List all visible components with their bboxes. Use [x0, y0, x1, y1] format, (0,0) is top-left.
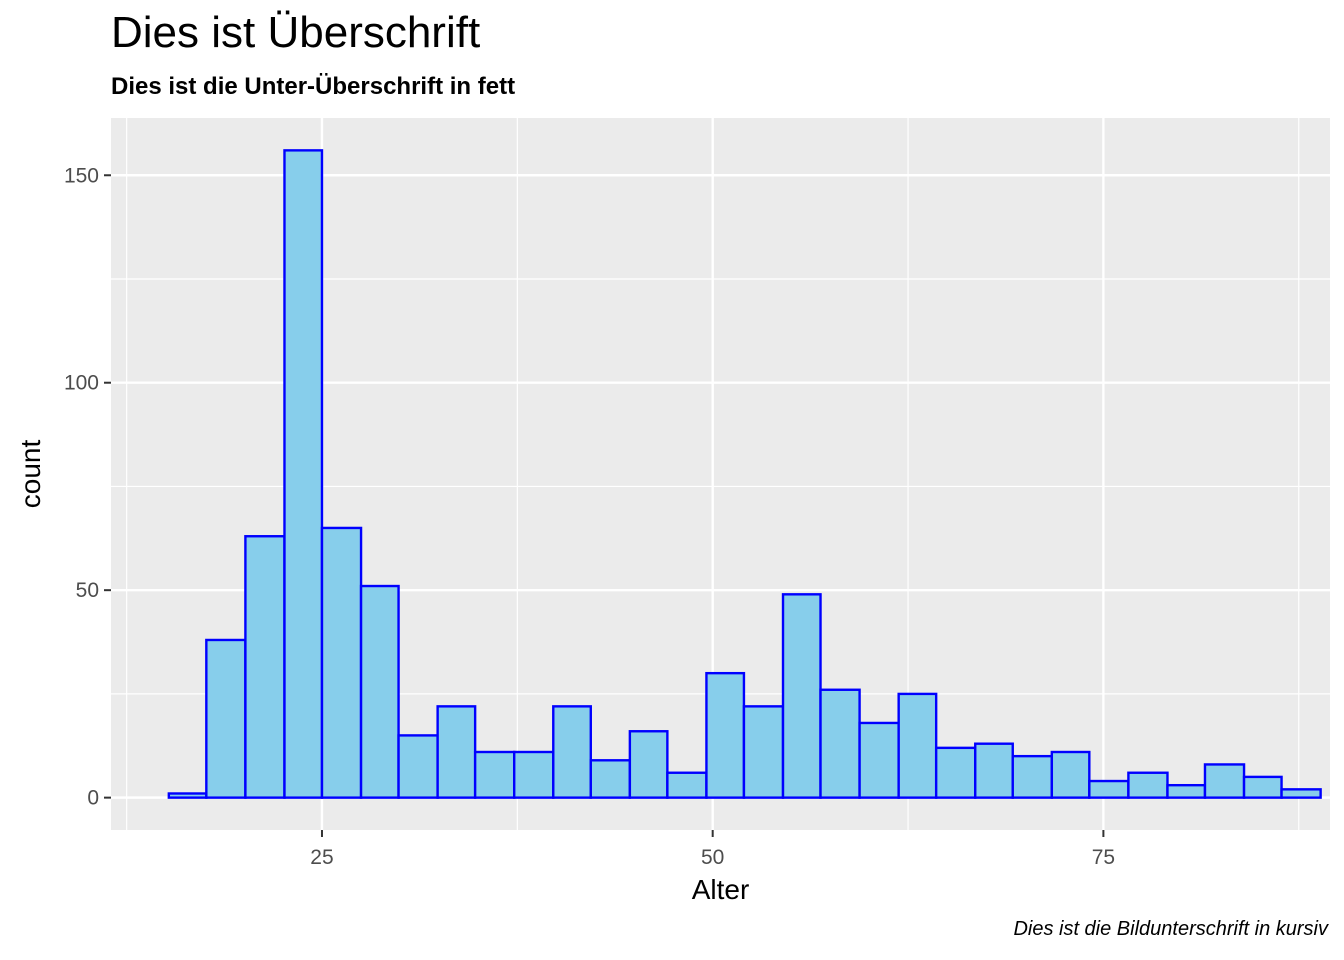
histogram-bar — [1088, 779, 1130, 799]
histogram-bar — [436, 705, 477, 799]
histogram-bar — [359, 584, 400, 799]
histogram-bar — [1127, 771, 1169, 799]
histogram-bar — [666, 771, 708, 799]
histogram-bar — [897, 692, 938, 799]
histogram-bar — [244, 535, 286, 799]
y-axis: 0 50 100 150 — [64, 164, 111, 810]
histogram-bar — [1242, 775, 1283, 799]
y-tick-label: 50 — [76, 579, 99, 602]
x-tick-label: 75 — [1092, 846, 1115, 869]
histogram-bar — [1050, 750, 1091, 799]
histogram-bar — [974, 742, 1014, 799]
x-tick-label: 25 — [310, 846, 333, 869]
y-tick-label: 0 — [87, 787, 99, 810]
y-tick-label: 150 — [64, 164, 99, 187]
chart-title: Dies ist Überschrift — [111, 8, 481, 57]
histogram-bar — [283, 149, 324, 799]
x-axis: 25 50 75 — [310, 830, 1115, 869]
histogram-bar — [628, 730, 669, 799]
histogram-bar — [473, 750, 516, 799]
histogram-bar — [1011, 754, 1054, 799]
chart-subtitle: Dies ist die Unter-Überschrift in fett — [111, 73, 516, 100]
histogram-bar — [320, 526, 363, 799]
histogram-bar — [819, 688, 861, 799]
histogram-bar — [167, 792, 208, 799]
histogram-bar — [1166, 783, 1207, 799]
histogram-bar — [1280, 788, 1322, 799]
y-tick-label: 100 — [64, 372, 99, 395]
x-axis-title: Alter — [692, 874, 750, 905]
histogram-bar — [742, 705, 785, 799]
histogram-bar — [205, 638, 247, 799]
histogram-bar — [589, 759, 632, 799]
chart-caption: Dies ist die Bildunterschrift in kursiv — [1013, 918, 1328, 940]
histogram-bar — [513, 750, 555, 799]
histogram-bar — [1203, 763, 1246, 799]
histogram-bar — [781, 593, 822, 799]
histogram-bar — [397, 734, 439, 799]
y-axis-title: count — [15, 440, 46, 509]
x-tick-label: 50 — [701, 846, 724, 869]
histogram-bar — [934, 746, 977, 799]
histogram-bars — [167, 149, 1322, 799]
histogram-bar — [858, 721, 900, 799]
histogram-bar — [552, 705, 592, 799]
histogram-bar — [705, 671, 746, 799]
